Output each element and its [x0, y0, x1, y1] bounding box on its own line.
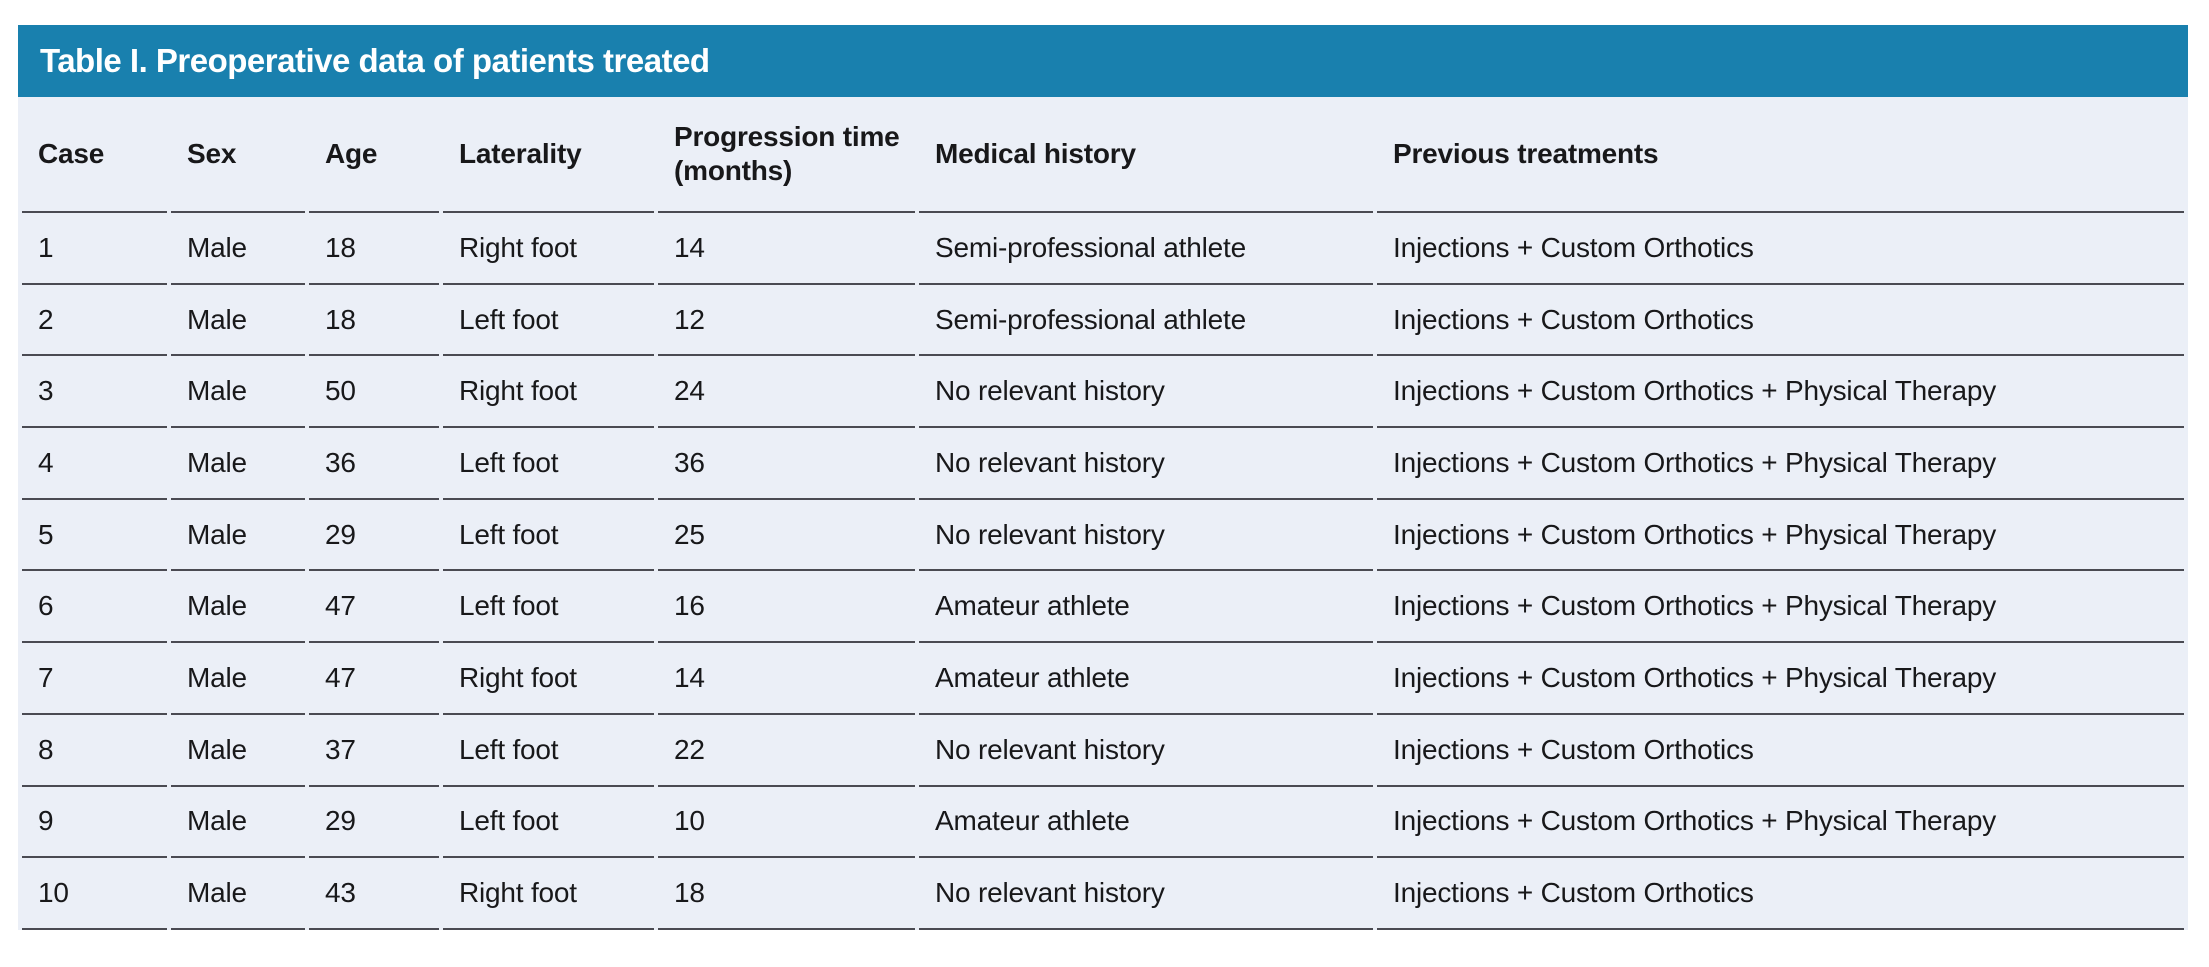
cell-previous-treatments: Injections + Custom Orthotics + Physical… [1377, 787, 2184, 859]
table-row: 4 Male 36 Left foot 36 No relevant history Inj… [22, 428, 2184, 500]
cell-sex: Male [171, 715, 305, 787]
column-header-sex: Sex [171, 97, 305, 213]
cell-previous-treatments: Injections + Custom Orthotics + Physical… [1377, 500, 2184, 572]
column-header-laterality: Laterality [443, 97, 654, 213]
cell-age: 18 [309, 285, 439, 357]
column-header-previous-treatments: Previous treatments [1377, 97, 2184, 213]
cell-laterality: Right foot [443, 858, 654, 930]
table-row: 1 Male 18 Right foot 14 Semi-professional ath… [22, 213, 2184, 285]
cell-medical-history: Semi-professional athlete [919, 285, 1373, 357]
table-title-bar: Table I. Preoperative data of patients t… [18, 25, 2188, 97]
table-row: 3 Male 50 Right foot 24 No relevant history In… [22, 356, 2184, 429]
cell-progression-time: 24 [658, 356, 915, 429]
column-header-case: Case [22, 97, 167, 213]
table-row: 5 Male 29 Left foot 25 No relevant history Inj… [22, 500, 2184, 572]
cell-case: 10 [22, 858, 167, 930]
cell-laterality: Left foot [443, 285, 654, 357]
cell-medical-history: No relevant history [919, 428, 1373, 500]
cell-previous-treatments: Injections + Custom Orthotics + Physical… [1377, 571, 2184, 644]
cell-sex: Male [171, 356, 305, 429]
cell-progression-time: 36 [658, 428, 915, 500]
cell-progression-time: 10 [658, 787, 915, 859]
cell-sex: Male [171, 643, 305, 715]
cell-laterality: Right foot [443, 213, 654, 285]
cell-age: 47 [309, 643, 439, 715]
cell-case: 1 [22, 213, 167, 285]
table-header: Case Sex Age Laterality Progression time… [22, 97, 2184, 213]
cell-medical-history: No relevant history [919, 500, 1373, 572]
cell-sex: Male [171, 213, 305, 285]
cell-medical-history: Amateur athlete [919, 571, 1373, 644]
cell-sex: Male [171, 285, 305, 357]
cell-progression-time: 14 [658, 643, 915, 715]
cell-previous-treatments: Injections + Custom Orthotics [1377, 715, 2184, 787]
cell-medical-history: No relevant history [919, 356, 1373, 429]
cell-sex: Male [171, 500, 305, 572]
table-card: Table I. Preoperative data of patients t… [18, 25, 2188, 930]
cell-laterality: Left foot [443, 787, 654, 859]
cell-case: 9 [22, 787, 167, 859]
cell-age: 47 [309, 571, 439, 644]
cell-laterality: Left foot [443, 715, 654, 787]
cell-laterality: Left foot [443, 428, 654, 500]
cell-laterality: Left foot [443, 571, 654, 644]
cell-progression-time: 12 [658, 285, 915, 357]
cell-sex: Male [171, 787, 305, 859]
cell-medical-history: Amateur athlete [919, 643, 1373, 715]
table-row: 9 Male 29 Left foot 10 Amateur athlete Injecti… [22, 787, 2184, 859]
column-header-age: Age [309, 97, 439, 213]
cell-laterality: Right foot [443, 356, 654, 429]
table-title: Table I. Preoperative data of patients t… [40, 42, 710, 79]
cell-previous-treatments: Injections + Custom Orthotics [1377, 285, 2184, 357]
cell-case: 8 [22, 715, 167, 787]
table-row: 10 Male 43 Right foot 18 No relevant history I… [22, 858, 2184, 930]
table-row: 2 Male 18 Left foot 12 Semi-professional athl… [22, 285, 2184, 357]
cell-previous-treatments: Injections + Custom Orthotics + Physical… [1377, 356, 2184, 429]
cell-medical-history: No relevant history [919, 715, 1373, 787]
table-row: 7 Male 47 Right foot 14 Amateur athlete Inject… [22, 643, 2184, 715]
cell-previous-treatments: Injections + Custom Orthotics [1377, 213, 2184, 285]
cell-medical-history: No relevant history [919, 858, 1373, 930]
cell-medical-history: Amateur athlete [919, 787, 1373, 859]
table-header-row: Case Sex Age Laterality Progression time… [22, 97, 2184, 213]
cell-case: 4 [22, 428, 167, 500]
cell-previous-treatments: Injections + Custom Orthotics [1377, 858, 2184, 930]
cell-previous-treatments: Injections + Custom Orthotics + Physical… [1377, 643, 2184, 715]
cell-case: 5 [22, 500, 167, 572]
cell-progression-time: 18 [658, 858, 915, 930]
cell-case: 3 [22, 356, 167, 429]
cell-age: 36 [309, 428, 439, 500]
preoperative-data-table: Case Sex Age Laterality Progression time… [18, 97, 2188, 930]
cell-age: 50 [309, 356, 439, 429]
cell-progression-time: 22 [658, 715, 915, 787]
cell-age: 29 [309, 500, 439, 572]
cell-progression-time: 14 [658, 213, 915, 285]
cell-progression-time: 25 [658, 500, 915, 572]
cell-medical-history: Semi-professional athlete [919, 213, 1373, 285]
column-header-medical-history: Medical history [919, 97, 1373, 213]
cell-age: 29 [309, 787, 439, 859]
cell-age: 43 [309, 858, 439, 930]
table-row: 6 Male 47 Left foot 16 Amateur athlete Injecti… [22, 571, 2184, 644]
cell-case: 6 [22, 571, 167, 644]
cell-progression-time: 16 [658, 571, 915, 644]
cell-age: 37 [309, 715, 439, 787]
table-body: 1 Male 18 Right foot 14 Semi-professional ath… [22, 213, 2184, 930]
cell-age: 18 [309, 213, 439, 285]
cell-sex: Male [171, 428, 305, 500]
cell-case: 2 [22, 285, 167, 357]
cell-case: 7 [22, 643, 167, 715]
cell-laterality: Left foot [443, 500, 654, 572]
cell-previous-treatments: Injections + Custom Orthotics + Physical… [1377, 428, 2184, 500]
column-header-progression-time: Progression time (months) [658, 97, 915, 213]
cell-sex: Male [171, 858, 305, 930]
cell-sex: Male [171, 571, 305, 644]
table-row: 8 Male 37 Left foot 22 No relevant history Inj… [22, 715, 2184, 787]
cell-laterality: Right foot [443, 643, 654, 715]
